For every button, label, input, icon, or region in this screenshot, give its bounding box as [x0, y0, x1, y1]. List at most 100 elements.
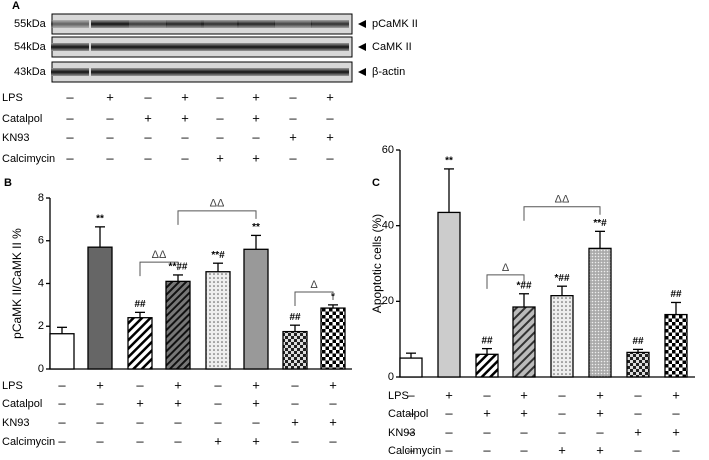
treatment-mark: – [672, 405, 680, 420]
treatment-mark: + [596, 405, 604, 420]
treatment-mark: + [214, 433, 222, 448]
treatment-mark: – [326, 110, 334, 125]
treatment-mark: – [106, 110, 114, 125]
bracket-label: ΔΔ [210, 198, 225, 210]
treatment-label: Catalpol [2, 398, 42, 410]
treatment-label: KN93 [2, 132, 30, 144]
treatment-label: Catalpol [2, 113, 42, 125]
treatment-mark: + [672, 387, 680, 402]
treatment-mark: + [252, 433, 260, 448]
bar [205, 271, 231, 370]
treatment-mark: – [214, 414, 222, 429]
treatment-mark: – [216, 129, 224, 144]
treatment-mark: – [106, 150, 114, 165]
y-tick-label: 2 [38, 320, 44, 332]
bar [437, 211, 461, 378]
blot-band [129, 43, 167, 51]
treatment-label: LPS [2, 92, 23, 104]
y-tick-label: 40 [382, 220, 394, 232]
bracket [486, 274, 525, 289]
treatment-mark: + [252, 395, 260, 410]
treatment-mark: – [596, 424, 604, 439]
y-tick-label: 60 [382, 144, 394, 156]
bracket-label: ΔΔ [152, 249, 167, 261]
blot-band [201, 68, 239, 76]
treatment-mark: – [252, 129, 260, 144]
y-tick-label: 8 [38, 192, 44, 204]
treatment-mark: – [214, 395, 222, 410]
treatment-mark: + [181, 89, 189, 104]
bracket-label: Δ [502, 262, 510, 274]
treatment-mark: – [106, 129, 114, 144]
treatment-mark: – [66, 110, 74, 125]
treatment-mark: + [483, 405, 491, 420]
treatment-mark: + [520, 387, 528, 402]
treatment-mark: – [174, 414, 182, 429]
treatment-mark: – [326, 150, 334, 165]
significance: ## [632, 336, 644, 347]
blot-band [91, 68, 129, 76]
significance: ## [670, 289, 682, 300]
treatment-mark: – [252, 414, 260, 429]
treatment-mark: – [66, 89, 74, 104]
bar [87, 246, 113, 370]
treatment-mark: + [106, 89, 114, 104]
blot-band [129, 20, 167, 28]
blot-band [129, 68, 167, 76]
treatment-mark: – [634, 405, 642, 420]
treatment-mark: – [174, 433, 182, 448]
significance: *## [554, 273, 569, 284]
treatment-mark: + [289, 129, 297, 144]
significance: ** [252, 222, 260, 233]
protein-label: CaMK II [372, 41, 412, 53]
treatment-mark: + [634, 424, 642, 439]
treatment-mark: – [329, 395, 337, 410]
treatment-mark: + [181, 110, 189, 125]
treatment-mark: – [291, 433, 299, 448]
significance: ## [134, 299, 146, 310]
bracket-label: Δ [310, 279, 318, 291]
bar [127, 317, 153, 370]
treatment-mark: – [58, 414, 66, 429]
treatment-mark: – [445, 442, 453, 457]
treatment-mark: – [291, 395, 299, 410]
treatment-mark: – [289, 150, 297, 165]
treatment-mark: – [58, 433, 66, 448]
treatment-mark: – [216, 89, 224, 104]
bracket [139, 261, 179, 277]
significance: **# [211, 250, 225, 261]
treatment-mark: – [289, 89, 297, 104]
treatment-mark: + [252, 110, 260, 125]
treatment-mark: – [520, 442, 528, 457]
treatment-mark: + [174, 395, 182, 410]
bar [243, 248, 269, 370]
treatment-mark: – [445, 424, 453, 439]
blot-band [237, 20, 275, 28]
blot-band [237, 43, 275, 51]
treatment-mark: + [96, 377, 104, 392]
treatment-mark: – [96, 395, 104, 410]
marker-label: 54kDa [14, 41, 47, 53]
protein-label: pCaMK II [372, 18, 418, 30]
y-tick-label: 0 [38, 363, 44, 375]
treatment-label: Calcimycin [2, 153, 55, 165]
blot-band [311, 20, 349, 28]
blot-band [166, 20, 204, 28]
bracket-label: ΔΔ [555, 194, 570, 206]
treatment-mark: – [407, 442, 415, 457]
arrow [358, 20, 366, 28]
treatment-mark: – [66, 150, 74, 165]
panel-label: C [372, 177, 380, 189]
marker-label: 43kDa [14, 66, 47, 78]
marker-label: 55kDa [14, 18, 47, 30]
treatment-mark: + [520, 405, 528, 420]
bar [399, 357, 423, 378]
panel-label: B [4, 177, 12, 189]
treatment-mark: – [558, 405, 566, 420]
blot-band [311, 68, 349, 76]
y-tick-label: 20 [382, 295, 394, 307]
significance: ## [289, 312, 301, 323]
treatment-mark: – [483, 424, 491, 439]
treatment-mark: + [291, 414, 299, 429]
treatment-mark: – [634, 442, 642, 457]
